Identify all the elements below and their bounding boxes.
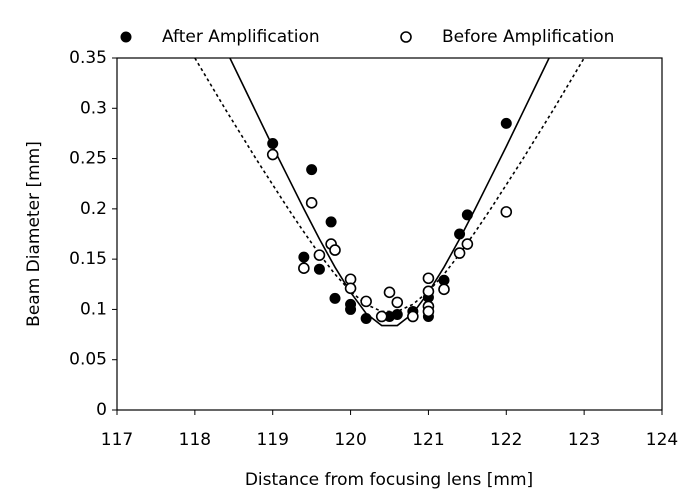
data-point xyxy=(422,305,435,318)
data-point xyxy=(360,295,372,308)
data-point xyxy=(329,292,341,304)
data-point xyxy=(298,251,310,263)
x-tick-label: 119 xyxy=(256,430,288,450)
data-point xyxy=(313,249,326,261)
y-tick-label: 0.1 xyxy=(80,299,107,319)
x-tick-label: 121 xyxy=(412,430,444,450)
y-tick-label: 0.2 xyxy=(80,199,107,219)
data-point xyxy=(461,209,473,221)
data-point xyxy=(391,296,404,309)
data-point xyxy=(407,310,419,323)
data-point xyxy=(344,282,357,295)
fit-line xyxy=(194,58,585,313)
data-point xyxy=(438,283,450,296)
data-point xyxy=(298,262,310,274)
data-point xyxy=(391,308,403,320)
x-tick-label: 123 xyxy=(568,430,600,450)
data-point xyxy=(422,285,435,298)
y-tick-label: 0 xyxy=(96,400,107,420)
data-point xyxy=(345,298,357,310)
x-tick-label: 118 xyxy=(179,430,211,450)
data-point xyxy=(329,244,341,256)
data-point xyxy=(375,310,388,323)
data-point xyxy=(383,286,396,299)
data-point xyxy=(266,148,279,161)
y-axis-label: Beam Diameter [mm] xyxy=(24,141,44,327)
x-axis-label: Distance from focusing lens [mm] xyxy=(245,470,533,490)
x-tick-label: 122 xyxy=(490,430,522,450)
data-point xyxy=(360,312,372,324)
data-point xyxy=(313,263,325,275)
data-point xyxy=(454,228,466,240)
y-tick-label: 0.35 xyxy=(69,48,107,68)
data-point xyxy=(305,197,318,209)
data-point xyxy=(500,206,513,218)
x-tick-label: 124 xyxy=(646,430,678,450)
data-point xyxy=(500,117,512,129)
fit-line xyxy=(229,58,550,327)
y-tick-label: 0.05 xyxy=(69,350,107,370)
data-point xyxy=(453,247,466,259)
y-tick-label: 0.15 xyxy=(69,249,107,269)
y-tick-label: 0.3 xyxy=(80,98,107,118)
legend-marker xyxy=(120,31,132,43)
data-point xyxy=(325,216,337,228)
legend-label: After Amplification xyxy=(162,27,320,47)
data-point xyxy=(267,137,279,149)
y-tick-label: 0.25 xyxy=(69,149,107,169)
legend-label: Before Amplification xyxy=(442,27,614,47)
plot-frame xyxy=(116,57,663,411)
data-point xyxy=(461,238,474,250)
data-point xyxy=(422,272,435,285)
data-point xyxy=(306,164,318,176)
x-tick-label: 120 xyxy=(334,430,366,450)
fit-lines xyxy=(194,58,585,327)
x-tick-label: 117 xyxy=(101,430,133,450)
legend-marker xyxy=(400,31,412,43)
